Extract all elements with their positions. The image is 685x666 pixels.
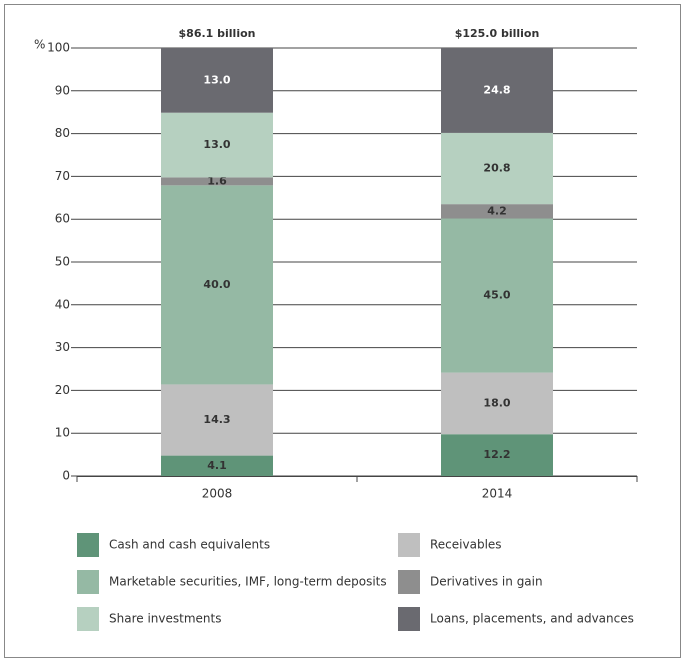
y-tick-label: 20 — [55, 383, 70, 397]
x-tick-label: 2014 — [482, 487, 513, 501]
bar-segment — [161, 384, 273, 456]
data-label: 40.0 — [203, 278, 230, 291]
legend-swatch — [77, 533, 99, 557]
legend-swatch — [77, 570, 99, 594]
total-label: $125.0 billion — [455, 27, 540, 40]
data-label: 4.2 — [487, 204, 507, 217]
data-label: 13.0 — [203, 138, 230, 151]
data-label: 13.0 — [203, 73, 230, 86]
y-tick-label: 50 — [55, 255, 70, 269]
y-tick-label: 70 — [55, 169, 70, 183]
data-label: 4.1 — [207, 459, 227, 472]
y-tick-label: 80 — [55, 126, 70, 140]
data-label: 12.2 — [483, 448, 510, 461]
legend-label: Receivables — [430, 538, 502, 552]
total-label: $86.1 billion — [179, 27, 256, 40]
x-tick-label: 2008 — [202, 487, 233, 501]
bar-segment — [441, 48, 553, 133]
bar-segment — [161, 177, 273, 186]
bar-segment — [441, 218, 553, 373]
y-tick-label: 0 — [62, 469, 70, 483]
data-label: 20.8 — [483, 162, 510, 175]
bar-segment — [161, 185, 273, 385]
bar-segment — [161, 112, 273, 178]
legend-label: Loans, placements, and advances — [430, 612, 634, 626]
data-label: 1.6 — [207, 174, 227, 187]
data-label: 14.3 — [203, 413, 230, 426]
legend-swatch — [398, 570, 420, 594]
y-tick-label: 10 — [55, 426, 70, 440]
legend-swatch — [77, 607, 99, 631]
bar-segment — [161, 48, 273, 113]
data-label: 45.0 — [483, 289, 510, 302]
data-label: 24.8 — [483, 83, 510, 96]
legend-label: Cash and cash equivalents — [109, 538, 270, 552]
y-tick-label: 40 — [55, 297, 70, 311]
legend-label: Derivatives in gain — [430, 575, 543, 589]
y-tick-label: 90 — [55, 83, 70, 97]
data-label: 18.0 — [483, 396, 510, 409]
y-tick-label: 100 — [47, 41, 70, 55]
y-tick-label: 60 — [55, 212, 70, 226]
y-axis-label: % — [34, 38, 45, 52]
bar-segment — [441, 434, 553, 476]
bar-segment — [441, 204, 553, 219]
legend-swatch — [398, 533, 420, 557]
bar-segment — [441, 132, 553, 205]
bar-segment — [441, 372, 553, 435]
y-tick-label: 30 — [55, 340, 70, 354]
frame — [4, 4, 681, 658]
legend-swatch — [398, 607, 420, 631]
legend-label: Share investments — [109, 612, 221, 626]
bar-segment — [161, 455, 273, 476]
legend-label: Marketable securities, IMF, long-term de… — [109, 575, 387, 589]
